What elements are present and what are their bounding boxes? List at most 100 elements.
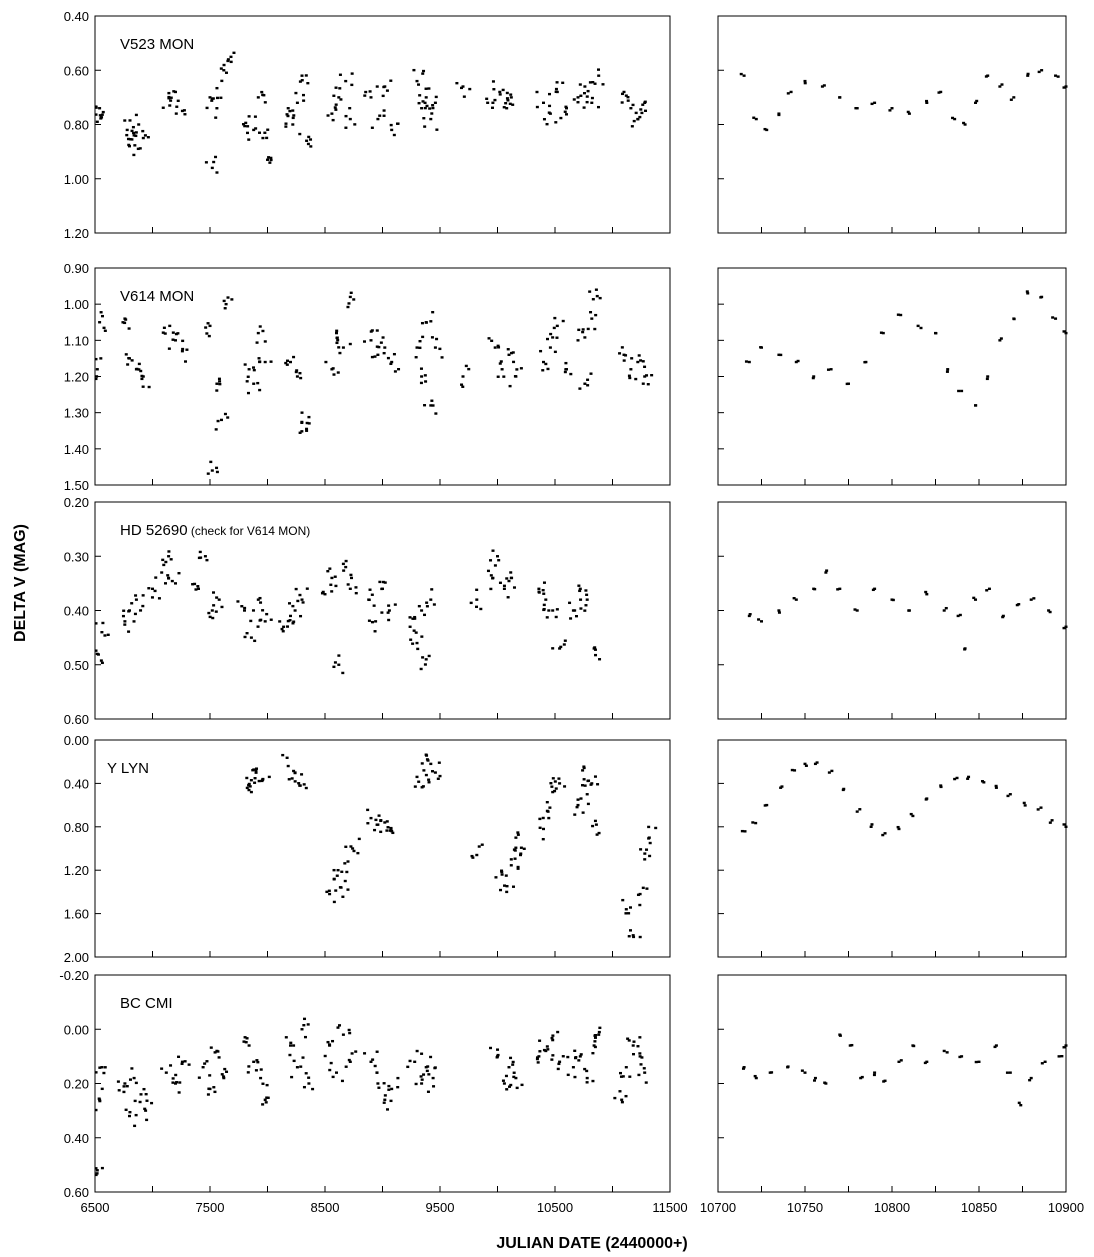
data-point	[545, 616, 549, 619]
data-point	[139, 609, 143, 612]
data-point	[213, 1090, 217, 1094]
right-x-tick-label: 10900	[1048, 1200, 1084, 1215]
data-point	[494, 876, 498, 879]
data-point	[147, 587, 151, 590]
data-point	[541, 588, 545, 592]
data-point	[320, 592, 324, 595]
data-point	[622, 353, 626, 356]
data-point	[423, 663, 427, 666]
data-point	[912, 1044, 916, 1048]
data-point	[288, 109, 292, 113]
data-point	[281, 753, 285, 757]
data-point	[99, 357, 103, 360]
data-point	[505, 884, 509, 888]
data-point	[334, 584, 338, 588]
data-point	[594, 288, 598, 291]
data-point	[461, 385, 465, 388]
data-point	[945, 370, 949, 373]
panel-label-text: BC CMI	[120, 995, 173, 1012]
data-point	[382, 85, 386, 89]
data-point	[167, 97, 171, 100]
data-point	[1008, 793, 1012, 796]
data-point	[934, 332, 938, 335]
data-point	[896, 825, 900, 829]
data-point	[645, 887, 649, 890]
data-point	[882, 1080, 886, 1083]
data-point	[538, 826, 542, 830]
data-point	[641, 103, 645, 106]
data-point	[298, 431, 302, 434]
data-point	[546, 1048, 550, 1051]
data-point	[577, 584, 581, 587]
data-point	[553, 316, 557, 320]
data-point	[630, 357, 634, 360]
data-point	[418, 346, 422, 350]
data-point	[300, 420, 304, 424]
y-tick-label: 1.20	[64, 370, 89, 385]
data-point	[639, 108, 643, 111]
data-point	[169, 96, 173, 99]
data-point	[335, 1071, 338, 1074]
data-point	[433, 101, 437, 104]
data-point	[848, 1044, 852, 1047]
data-point	[223, 1067, 227, 1071]
data-point	[1025, 290, 1029, 293]
data-point	[306, 1023, 310, 1026]
data-point	[548, 806, 552, 809]
data-point	[334, 86, 338, 89]
data-point	[203, 1062, 207, 1065]
y-tick-label: 0.60	[64, 1185, 89, 1200]
data-point	[431, 106, 435, 110]
data-point	[850, 1043, 854, 1047]
data-point	[174, 582, 177, 585]
data-point	[332, 373, 336, 376]
data-point	[515, 1086, 519, 1090]
data-point	[1050, 819, 1054, 822]
data-point	[263, 101, 267, 104]
panel-0: 0.40 0.60 0.80 1.00 1.20 V523 MON	[64, 9, 1068, 241]
data-point	[586, 378, 590, 381]
data-point	[640, 1056, 644, 1059]
data-point	[899, 1059, 903, 1062]
data-point	[385, 829, 389, 832]
data-point	[295, 1066, 299, 1069]
data-point	[369, 96, 373, 99]
data-point	[811, 376, 815, 380]
y-tick-label: -0.20	[59, 968, 89, 983]
data-point	[217, 598, 221, 601]
y-tick-label: 0.20	[64, 1077, 89, 1092]
data-point	[593, 1040, 597, 1043]
data-point	[786, 1065, 790, 1068]
data-point	[146, 136, 150, 139]
data-point	[386, 826, 390, 829]
data-point	[498, 581, 502, 584]
data-point	[792, 597, 796, 600]
data-point	[197, 587, 200, 590]
data-point	[1047, 609, 1051, 612]
data-point	[585, 593, 589, 596]
data-point	[853, 608, 857, 611]
data-point	[330, 576, 334, 580]
data-point	[779, 353, 783, 357]
data-point	[176, 99, 180, 102]
data-point	[293, 771, 297, 774]
data-point	[503, 884, 507, 887]
data-point	[1001, 615, 1005, 619]
data-point	[389, 123, 393, 127]
data-point	[340, 870, 344, 873]
data-point	[376, 117, 380, 121]
data-point	[1029, 598, 1033, 601]
data-point	[628, 906, 632, 909]
data-point	[423, 106, 427, 110]
data-point	[125, 133, 129, 137]
data-point	[95, 375, 99, 378]
data-point	[432, 603, 436, 606]
data-point	[593, 327, 597, 331]
data-point	[627, 374, 631, 377]
data-point	[906, 110, 910, 114]
data-point	[175, 105, 179, 108]
data-point	[269, 618, 273, 621]
data-point	[305, 587, 309, 590]
data-point	[427, 87, 431, 90]
data-point	[261, 1103, 265, 1106]
